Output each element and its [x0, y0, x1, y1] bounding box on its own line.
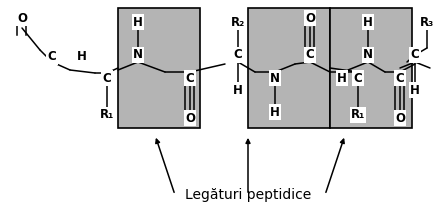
Text: H: H	[363, 16, 373, 28]
Bar	[248, 8, 330, 128]
Text: R₁: R₁	[351, 109, 365, 121]
Text: Legături peptidice: Legături peptidice	[185, 188, 311, 202]
Text: O: O	[395, 111, 405, 125]
Bar	[118, 8, 200, 128]
Text: H: H	[270, 105, 280, 119]
Text: N: N	[270, 72, 280, 84]
Text: H: H	[133, 16, 143, 28]
Text: N: N	[363, 48, 373, 62]
Text: C: C	[102, 72, 111, 84]
Text: H: H	[233, 83, 243, 97]
Text: O: O	[185, 111, 195, 125]
Text: H: H	[77, 51, 87, 63]
Text: C: C	[233, 48, 242, 62]
Text: C: C	[48, 51, 57, 63]
Text: R₃: R₃	[420, 16, 434, 28]
Bar	[330, 8, 412, 128]
Text: C: C	[186, 72, 194, 84]
Text: C: C	[353, 72, 362, 84]
Text: H: H	[410, 83, 420, 97]
Text: N: N	[133, 48, 143, 62]
Text: H: H	[337, 72, 347, 84]
Text: R₂: R₂	[231, 16, 245, 28]
Text: R₁: R₁	[100, 109, 114, 121]
Text: O: O	[305, 11, 315, 25]
Text: C: C	[411, 48, 419, 62]
Text: O: O	[17, 11, 27, 25]
Text: C: C	[306, 48, 314, 62]
Text: C: C	[396, 72, 404, 84]
